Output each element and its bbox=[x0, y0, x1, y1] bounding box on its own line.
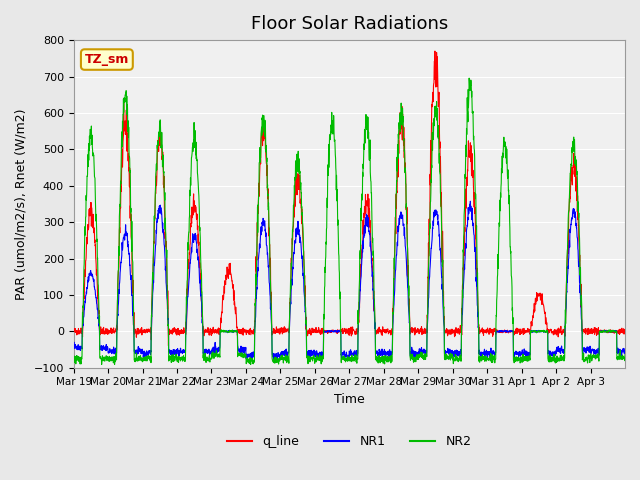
Text: TZ_sm: TZ_sm bbox=[84, 53, 129, 66]
X-axis label: Time: Time bbox=[334, 393, 365, 406]
Legend: q_line, NR1, NR2: q_line, NR1, NR2 bbox=[222, 430, 476, 453]
Title: Floor Solar Radiations: Floor Solar Radiations bbox=[251, 15, 448, 33]
Y-axis label: PAR (umol/m2/s), Rnet (W/m2): PAR (umol/m2/s), Rnet (W/m2) bbox=[15, 108, 28, 300]
